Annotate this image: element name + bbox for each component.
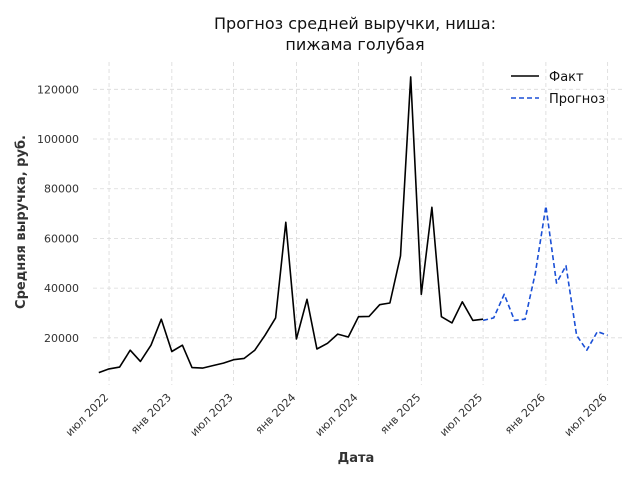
chart-title-line2: пижама голубая [285,35,424,54]
y-axis-label: Средняя выручка, руб. [14,135,29,309]
series-line-fact [98,76,484,374]
y-tick-label: 40000 [44,282,79,295]
x-tick-label: июл 2024 [313,391,361,439]
x-tick-label: июл 2022 [63,391,111,439]
legend-label-fact: Факт [549,70,584,85]
x-tick-label: июл 2023 [188,391,236,439]
y-tick-label: 120000 [37,83,79,96]
x-tick-label: янв 2024 [253,391,299,437]
y-tick-label: 20000 [44,332,79,345]
legend: Факт Прогноз [511,70,605,107]
series-line-forecast [482,205,608,352]
x-axis-label: Дата [338,451,375,466]
y-tick-label: 80000 [44,183,79,196]
x-tick-label: июл 2025 [437,391,485,439]
chart-title-line1: Прогноз средней выручки, ниша: [214,14,496,33]
y-tick-label: 100000 [37,133,79,146]
y-tick-labels: 20000 40000 60000 80000 100000 120000 [37,83,79,344]
x-tick-labels: июл 2022 янв 2023 июл 2023 янв 2024 июл 2024… [63,391,610,439]
series-lines [98,76,608,374]
x-tick-label: июл 2026 [562,391,610,439]
legend-label-forecast: Прогноз [549,92,605,107]
x-tick-label: янв 2025 [378,391,424,437]
y-tick-label: 60000 [44,232,79,245]
x-tick-label: янв 2026 [502,391,548,437]
x-tick-label: янв 2023 [128,391,174,437]
